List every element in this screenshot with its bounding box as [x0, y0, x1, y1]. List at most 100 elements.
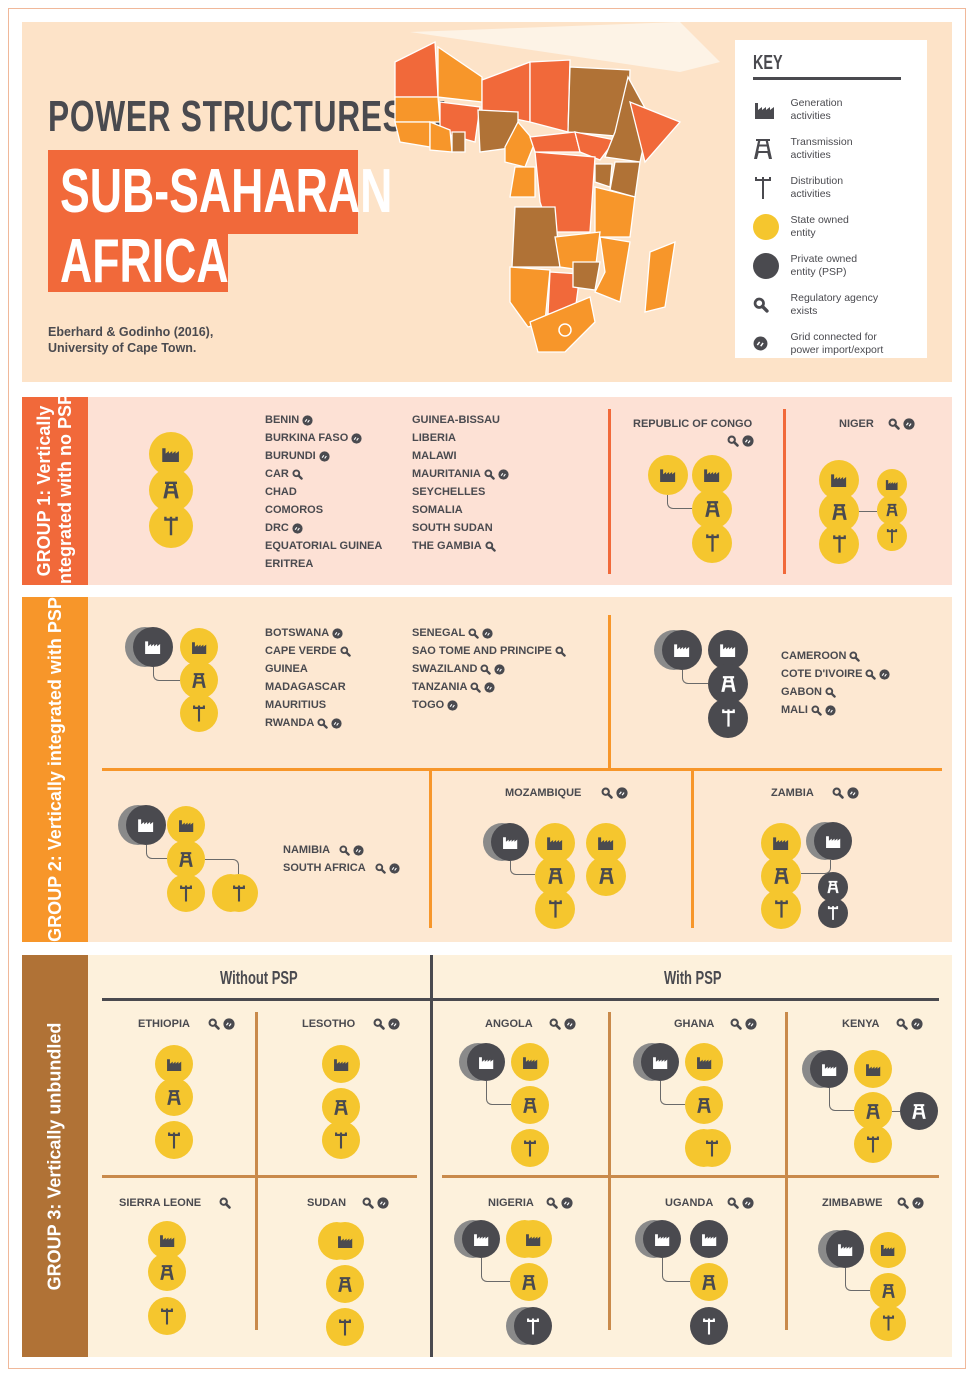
- grid-link-icon: [223, 1018, 235, 1030]
- state-distribution-node: [692, 523, 732, 563]
- private-transmission-node: [818, 872, 848, 902]
- pylon-icon: [705, 500, 720, 518]
- pylon-icon: [882, 1283, 895, 1299]
- grid-link-icon: [353, 845, 364, 856]
- country-chad: CHAD: [265, 483, 382, 501]
- factory-icon: [473, 1233, 490, 1246]
- factory-icon: [659, 468, 677, 482]
- flow-connector: [662, 1258, 690, 1282]
- credit: Eberhard & Godinho (2016), University of…: [48, 324, 213, 356]
- page-frame: [8, 8, 966, 1369]
- pole-icon: [523, 1139, 537, 1158]
- pylon-icon: [160, 1264, 174, 1281]
- country-name: GUINEA: [265, 663, 308, 675]
- flow-connector: [859, 511, 877, 512]
- pole-icon: [705, 533, 720, 553]
- private-owned-circle-icon: [753, 252, 779, 279]
- magnifier-icon: [292, 469, 303, 480]
- pylon-icon: [163, 480, 179, 500]
- group-3-label-text: GROUP 3: Vertically unbundled: [44, 1022, 65, 1290]
- state-distribution-node: [180, 694, 218, 732]
- factory-icon: [337, 1235, 354, 1248]
- state-distribution-node: [326, 1308, 364, 1346]
- pole-icon: [526, 1317, 540, 1336]
- grid-link-icon: [564, 1018, 576, 1030]
- country-name: KENYA: [842, 1018, 880, 1030]
- country-mauritania: MAURITANIA: [412, 465, 509, 483]
- factory-icon: [885, 479, 899, 490]
- header: POWER STRUCTURES IN SUB-SAHARAN AFRICA E…: [22, 22, 952, 382]
- flow-connector: [153, 667, 180, 681]
- pole-icon: [886, 528, 898, 544]
- factory-icon: [161, 447, 181, 462]
- country-togo: TOGO: [412, 696, 566, 714]
- pole-icon: [160, 1307, 174, 1326]
- divider: [608, 409, 611, 574]
- factory-icon: [144, 640, 162, 654]
- credit-line2: University of Cape Town.: [48, 341, 197, 355]
- private-distribution-node: [514, 1307, 552, 1345]
- group-1-label-line1: GROUP 1: Vertically: [34, 405, 55, 577]
- factory-icon: [597, 836, 615, 850]
- magnifier-icon: [362, 1197, 374, 1209]
- magnifier-icon: [317, 718, 328, 729]
- state-generation-node: [514, 1220, 552, 1258]
- grid-link-icon: [616, 787, 628, 799]
- magnifier-icon: [549, 1018, 561, 1030]
- state-distribution-node: [854, 1125, 892, 1163]
- group-1-label: GROUP 1: Vertically integrated with no PS…: [22, 393, 88, 589]
- magnifier-icon: [468, 628, 479, 639]
- magnifier-icon: [601, 787, 613, 799]
- country-gabon: GABON: [781, 683, 890, 701]
- title-line1: POWER STRUCTURES IN: [48, 92, 448, 141]
- state-distribution-node: [511, 1129, 549, 1167]
- pole-icon: [721, 708, 736, 728]
- magnifier-icon: [340, 646, 351, 657]
- country-equatorial-guinea: EQUATORIAL GUINEA: [265, 537, 382, 555]
- country-uganda-title: UGANDA: [665, 1197, 754, 1209]
- country-madagascar: MADAGASCAR: [265, 678, 351, 696]
- country-benin: BENIN: [265, 411, 382, 429]
- magnifier-icon: [897, 1197, 909, 1209]
- factory-icon: [719, 643, 737, 657]
- country-car: CAR: [265, 465, 382, 483]
- private-generation-node: [690, 1220, 728, 1258]
- country-mali: MALI: [781, 701, 890, 719]
- grid-link-icon: [388, 1018, 400, 1030]
- country-name: MALI: [781, 704, 808, 716]
- pylon-icon: [753, 137, 773, 161]
- country-botswana: BOTSWANA: [265, 624, 351, 642]
- state-distribution-node: [148, 1297, 186, 1335]
- state-distribution-node: [149, 504, 193, 548]
- magnifier-icon: [896, 1018, 908, 1030]
- magnifier-icon: [485, 541, 496, 552]
- country-sierra-leone-title: SIERRA LEONE: [119, 1197, 231, 1209]
- grid-link-icon: [912, 1197, 924, 1209]
- country-drc: DRC: [265, 519, 382, 537]
- grid-link-icon: [825, 705, 836, 716]
- factory-icon: [825, 835, 842, 848]
- key-title: KEY: [753, 52, 783, 74]
- country-name: LESOTHO: [302, 1018, 356, 1030]
- group-1-country-list-1: BENIN BURKINA FASO BURUNDI CAR CHAD COMO…: [265, 411, 382, 573]
- flow-connector: [146, 845, 167, 859]
- group-2-country-list-4: NAMIBIA SOUTH AFRICA: [283, 841, 400, 877]
- pole-icon: [338, 1318, 352, 1337]
- country-name: GABON: [781, 686, 822, 698]
- country-republic-of-congo-title: REPUBLIC OF CONGO: [633, 418, 753, 430]
- pole-icon: [774, 899, 789, 919]
- country-malawi: MALAWI: [412, 447, 509, 465]
- state-distribution-node: [693, 1129, 731, 1167]
- magnifier-icon: [546, 1197, 558, 1209]
- credit-line1: Eberhard & Godinho (2016),: [48, 325, 214, 339]
- country-name: SEYCHELLES: [412, 486, 486, 498]
- group-3-section: GROUP 3: Vertically unbundled Without PS…: [22, 955, 952, 1357]
- country-zimbabwe-title: ZIMBABWE: [822, 1197, 924, 1209]
- grid-link-icon: [742, 1197, 754, 1209]
- key-label: Distribution: [790, 175, 844, 187]
- grid-link-icon: [903, 418, 915, 430]
- pylon-icon: [192, 672, 206, 689]
- factory-icon: [191, 641, 208, 654]
- country-name: GHANA: [674, 1018, 715, 1030]
- country-kenya-title: KENYA: [842, 1018, 923, 1030]
